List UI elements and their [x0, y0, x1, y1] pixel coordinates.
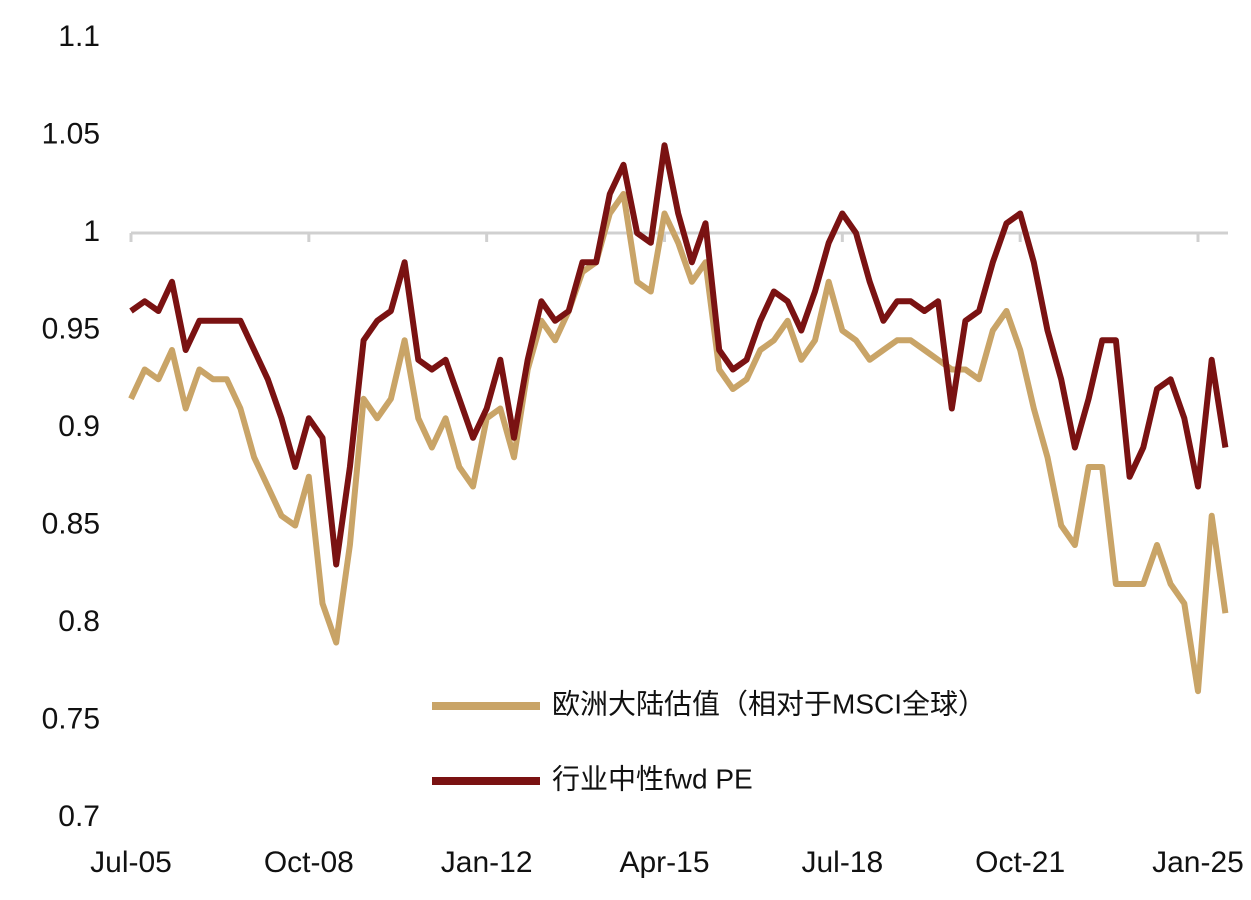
y-tick-label: 0.85 [42, 507, 100, 540]
y-tick-label: 0.8 [58, 605, 100, 638]
series-line [128, 191, 1229, 695]
x-tick-label: Jan-25 [1152, 846, 1244, 879]
x-tick-label: Jan-12 [441, 846, 533, 879]
y-tick-label: 0.9 [58, 410, 100, 443]
y-tick-label: 1.05 [42, 117, 100, 150]
y-tick-label: 1.1 [58, 20, 100, 53]
x-tick-label: Apr-15 [619, 846, 709, 879]
legend-label: 欧洲大陆估值（相对于MSCI全球） [552, 688, 986, 719]
x-tick-label: Oct-21 [975, 846, 1065, 879]
x-tick-label: Oct-08 [264, 846, 354, 879]
y-tick-label: 0.7 [58, 800, 100, 833]
y-tick-label: 0.75 [42, 702, 100, 735]
x-tick-label: Jul-18 [801, 846, 883, 879]
legend-label: 行业中性fwd PE [552, 763, 753, 794]
series-line [129, 142, 1229, 568]
x-tick-label: Jul-05 [90, 846, 172, 879]
y-tick-label: 1 [83, 215, 100, 248]
y-tick-label: 0.95 [42, 312, 100, 345]
